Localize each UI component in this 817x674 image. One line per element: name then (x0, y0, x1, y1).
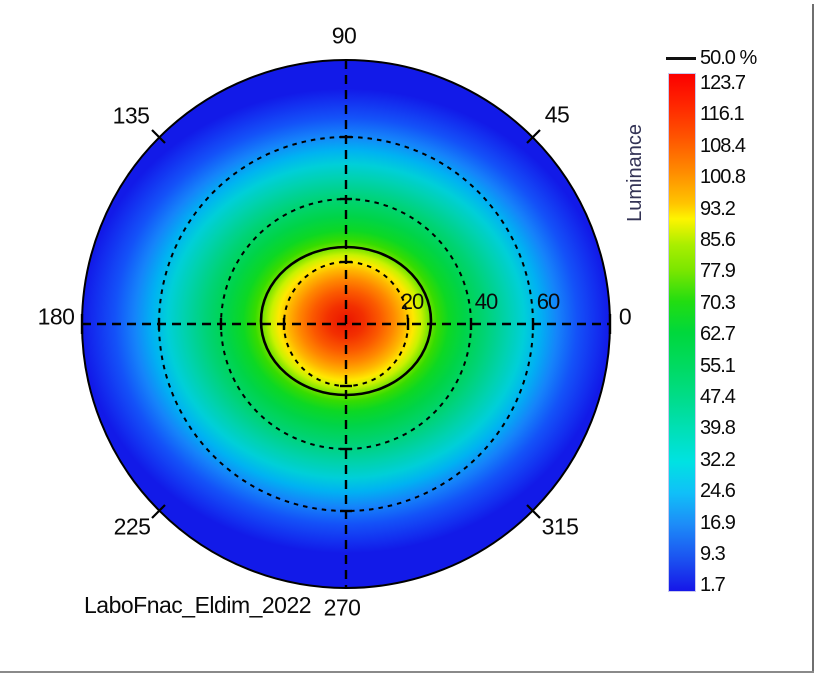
angle-label-225: 225 (113, 513, 151, 540)
colorbar-tick: 9.3 (700, 543, 726, 565)
colorbar-tick: 55.1 (700, 355, 736, 377)
measurement-name-label: LaboFnac_Eldim_2022 (84, 592, 312, 618)
colorbar-tick: 77.9 (700, 260, 736, 282)
colorbar-tick: 93.2 (700, 198, 736, 220)
angle-label-45: 45 (544, 101, 570, 128)
colorbar-tick: 1.7 (700, 574, 726, 596)
polar-axes (82, 60, 610, 588)
colorbar-tick: 16.9 (700, 512, 736, 534)
contour-50-percent (259, 245, 433, 397)
angle-label-135: 135 (112, 102, 150, 129)
colorbar-tick: 108.4 (700, 135, 746, 157)
angle-label-315: 315 (541, 513, 579, 540)
diagonal-rim-ticks (151, 129, 541, 519)
contour-legend-label: 50.0 % (700, 47, 757, 69)
panel-bottom-border (0, 671, 814, 673)
colorbar-tick: 62.7 (700, 323, 736, 345)
colorbar-tick: 32.2 (700, 449, 736, 471)
radial-tick-label-20: 20 (400, 289, 425, 314)
colorbar-title-text: Luminance (623, 124, 646, 222)
angle-label-180: 180 (37, 303, 75, 330)
colorbar-tick: 39.8 (700, 417, 736, 439)
angle-label-90: 90 (331, 22, 357, 49)
colorbar-gradient (668, 73, 696, 592)
panel-right-border (812, 4, 814, 672)
colorbar-tick: 70.3 (700, 292, 736, 314)
angle-label-0: 0 (618, 303, 632, 330)
axis-tick-marks (80, 135, 612, 513)
colorbar-title: Luminance (622, 95, 648, 251)
colorbar-tick: 116.1 (700, 103, 745, 125)
colorbar-tick: 24.6 (700, 480, 736, 502)
colorbar-tick: 123.7 (700, 72, 746, 94)
radial-tick-label-60: 60 (536, 289, 561, 314)
colorbar-tick: 100.8 (700, 166, 746, 188)
radial-tick-label-40: 40 (474, 289, 499, 314)
angle-label-270: 270 (323, 594, 361, 621)
colorbar-tick: 85.6 (700, 229, 736, 251)
colorbar-tick: 47.4 (700, 386, 736, 408)
contour-legend-line-icon (666, 57, 696, 60)
